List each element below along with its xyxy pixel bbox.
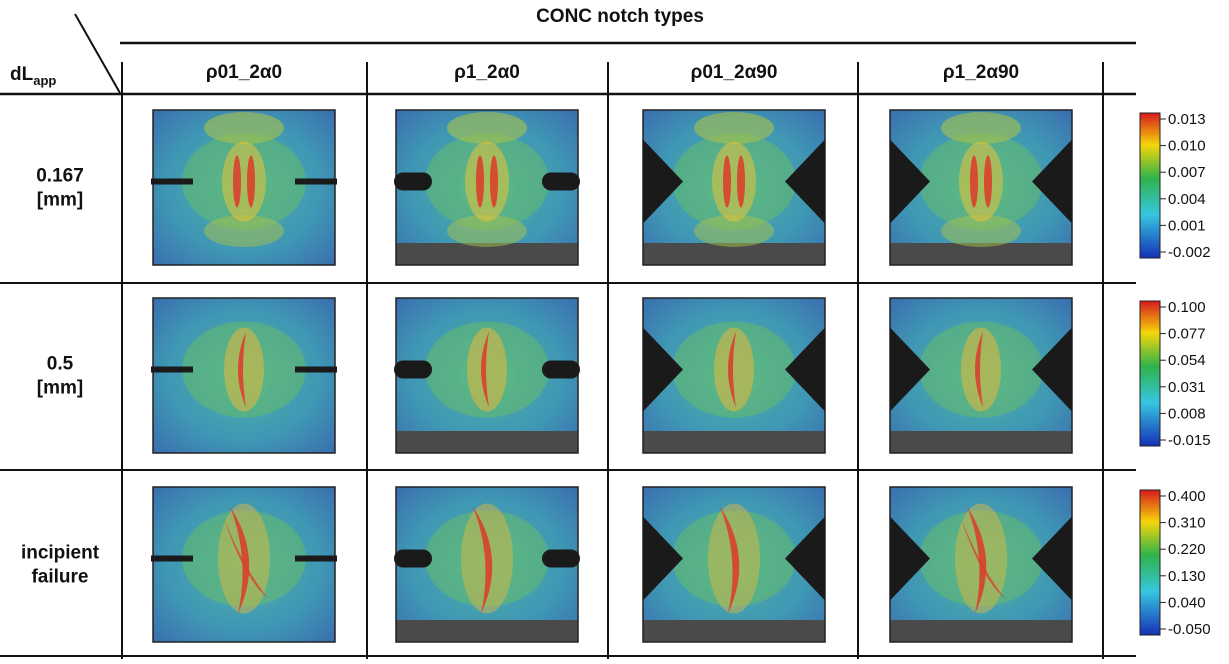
colorbar-label: 0.100 <box>1168 299 1206 316</box>
header-title: CONC notch types <box>536 6 704 27</box>
strain-peak <box>476 156 484 208</box>
strain-map <box>643 110 825 265</box>
colorbar-label: -0.050 <box>1168 621 1211 638</box>
strain-map <box>643 487 825 642</box>
row-label: 0.167 <box>36 166 84 187</box>
notch <box>542 550 580 568</box>
strain-map <box>890 298 1072 453</box>
colorbar-label: 0.013 <box>1168 111 1206 128</box>
strain-peak <box>247 156 255 208</box>
specimen-base <box>890 620 1072 642</box>
corner-subscript: app <box>33 73 56 88</box>
notch <box>295 556 337 562</box>
notch <box>295 179 337 185</box>
strain-peak <box>984 156 992 208</box>
column-label: ρ01_2α90 <box>691 62 778 83</box>
strain-map <box>151 487 337 642</box>
corner-diagonal <box>75 14 120 93</box>
figure: CONC notch types dLapp ρ01_2α0 ρ1_2α0 ρ01_… <box>0 0 1229 659</box>
row-label: [mm] <box>37 190 83 211</box>
notch <box>394 361 432 379</box>
strain-halo <box>204 112 284 144</box>
notch <box>542 173 580 191</box>
colorbar-label: -0.002 <box>1168 244 1211 261</box>
row-label: 0.5 <box>47 354 74 375</box>
strain-halo <box>941 112 1021 144</box>
colorbar-label: 0.220 <box>1168 541 1206 558</box>
notch <box>542 361 580 379</box>
colorbar-label: 0.004 <box>1168 191 1206 208</box>
notch <box>394 550 432 568</box>
corner-main: dL <box>10 64 34 85</box>
strain-peak <box>723 156 731 208</box>
colorbar <box>1140 490 1160 635</box>
colorbar-label: 0.001 <box>1168 217 1206 234</box>
row-label: [mm] <box>37 378 83 399</box>
colorbar-label: 0.077 <box>1168 326 1206 343</box>
strain-halo <box>465 142 509 222</box>
column-label: ρ01_2α0 <box>206 62 282 83</box>
colorbar <box>1140 113 1160 258</box>
colorbar-label: 0.031 <box>1168 379 1206 396</box>
column-label: ρ1_2α90 <box>943 62 1019 83</box>
strain-peak <box>490 156 498 208</box>
strain-halo <box>712 142 756 222</box>
specimen-base <box>643 620 825 642</box>
strain-map <box>151 110 337 265</box>
strain-halo <box>447 112 527 144</box>
notch <box>151 367 193 373</box>
notch <box>295 367 337 373</box>
colorbar <box>1140 301 1160 446</box>
strain-map <box>643 298 825 453</box>
row-label: failure <box>31 567 88 588</box>
specimen-base <box>890 431 1072 453</box>
colorbar-label: 0.008 <box>1168 405 1206 422</box>
strain-halo <box>694 112 774 144</box>
colorbar-label: -0.015 <box>1168 432 1211 449</box>
colorbar-label: 0.007 <box>1168 164 1206 181</box>
notch <box>151 556 193 562</box>
corner-label: dLapp <box>10 64 56 88</box>
strain-peak <box>737 156 745 208</box>
specimen-base <box>643 431 825 453</box>
strain-halo <box>959 142 1003 222</box>
notch <box>394 173 432 191</box>
colorbar-label: 0.400 <box>1168 488 1206 505</box>
colorbar-label: 0.054 <box>1168 352 1206 369</box>
strain-map <box>890 487 1072 642</box>
column-label: ρ1_2α0 <box>454 62 520 83</box>
strain-map <box>890 110 1072 265</box>
notch <box>151 179 193 185</box>
row-label: incipient <box>21 543 100 564</box>
specimen-base <box>396 431 578 453</box>
strain-map <box>394 487 580 642</box>
colorbar-label: 0.010 <box>1168 138 1206 155</box>
specimen-base <box>396 620 578 642</box>
strain-map <box>394 110 580 265</box>
strain-peak <box>233 156 241 208</box>
strain-map <box>394 298 580 453</box>
strain-peak <box>970 156 978 208</box>
strain-map <box>151 298 337 453</box>
colorbar-label: 0.130 <box>1168 568 1206 585</box>
colorbar-label: 0.310 <box>1168 515 1206 532</box>
strain-halo <box>222 142 266 222</box>
colorbar-label: 0.040 <box>1168 594 1206 611</box>
